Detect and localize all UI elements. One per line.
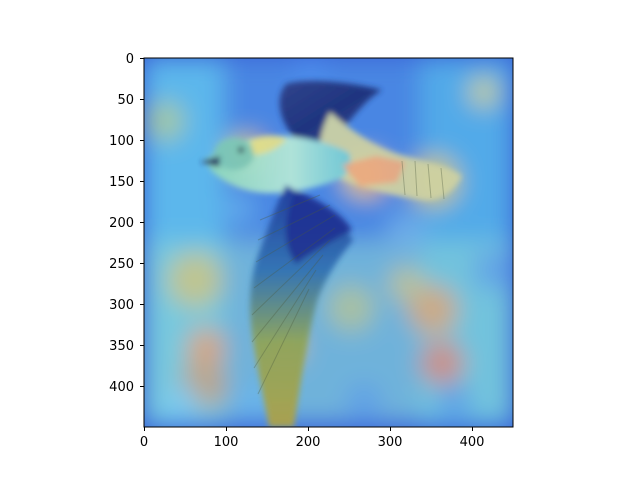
y-axis: 0 50 100 150 200 250 300 350 400 xyxy=(109,52,144,395)
x-tick-label: 0 xyxy=(140,435,148,450)
y-tick-label: 50 xyxy=(117,93,134,108)
y-tick-label: 0 xyxy=(126,52,134,67)
y-tick-label: 200 xyxy=(109,216,134,231)
y-tick-label: 400 xyxy=(109,380,134,395)
heatmap-image xyxy=(144,58,513,427)
y-tick-label: 100 xyxy=(109,134,134,149)
y-tick-label: 300 xyxy=(109,298,134,313)
x-tick-label: 100 xyxy=(214,435,239,450)
x-tick-label: 400 xyxy=(460,435,485,450)
y-tick-label: 250 xyxy=(109,257,134,272)
plot-frame xyxy=(143,57,514,428)
x-tick-label: 300 xyxy=(378,435,403,450)
x-tick-label: 200 xyxy=(296,435,321,450)
y-tick-label: 350 xyxy=(109,339,134,354)
y-tick-label: 150 xyxy=(109,175,134,190)
x-axis: 0 100 200 300 400 xyxy=(140,427,485,450)
